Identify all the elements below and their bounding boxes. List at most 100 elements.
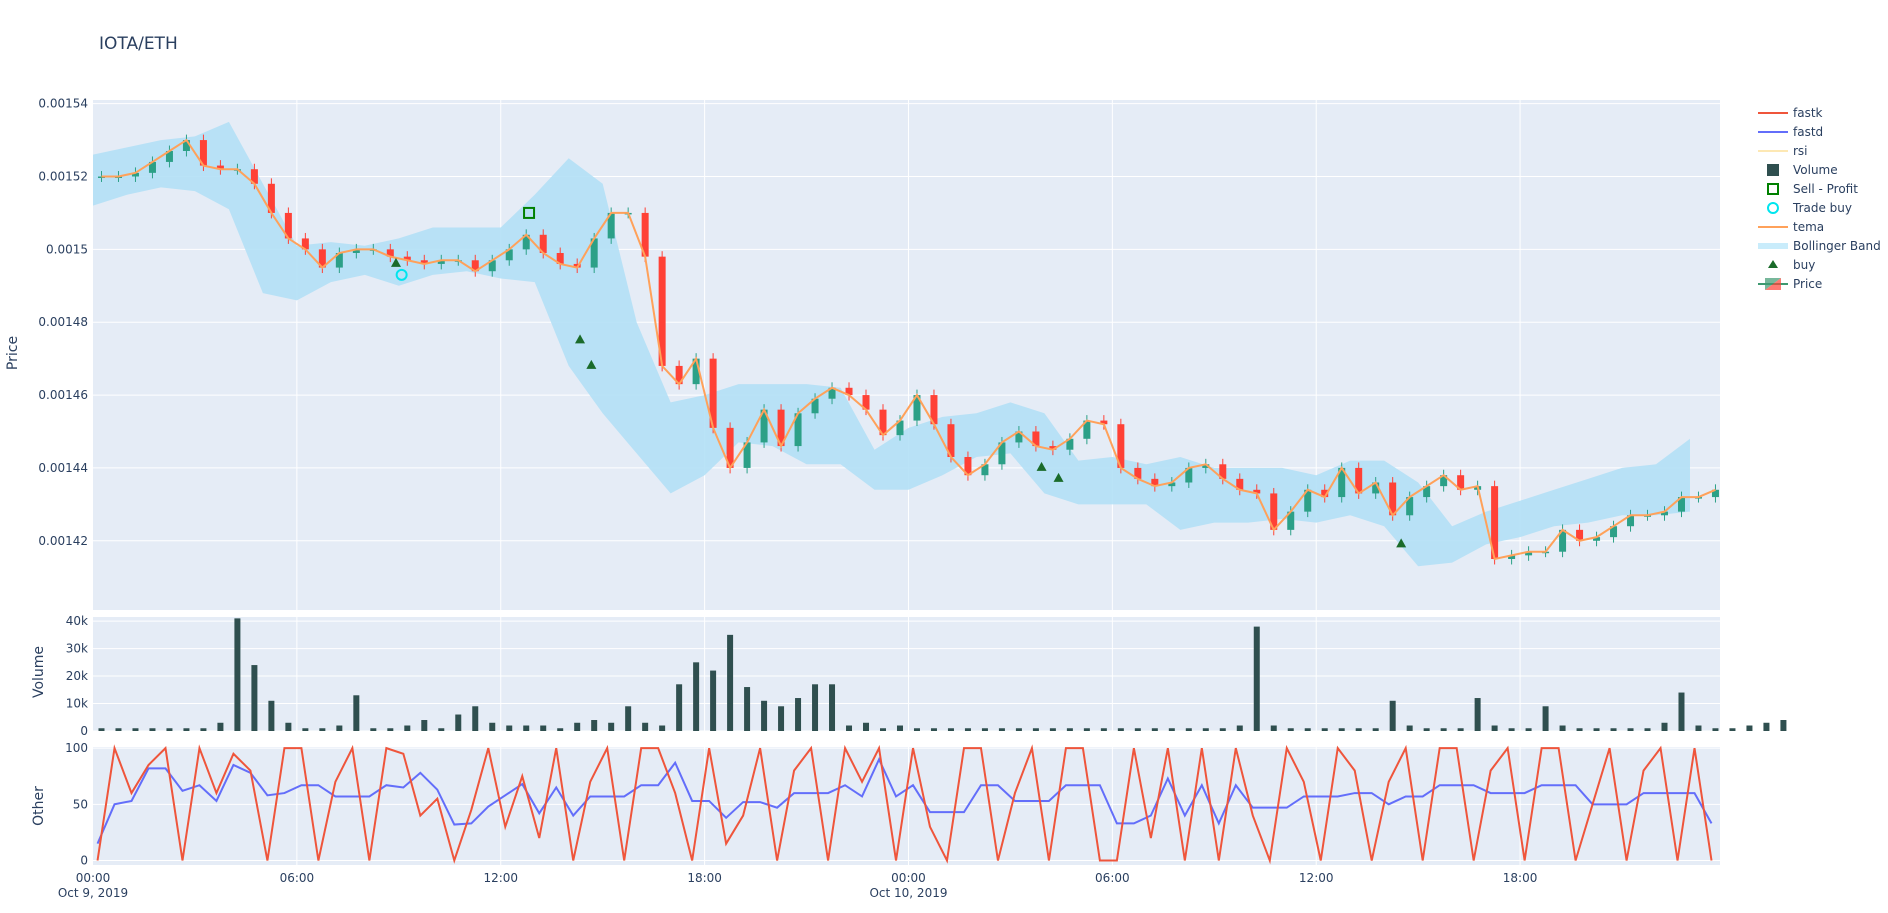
legend-item-price[interactable]: Price [1758, 277, 1822, 291]
y-tick-label: 0.00154 [38, 97, 88, 111]
legend-item-buy[interactable]: buy [1768, 258, 1815, 272]
candle-body [318, 249, 326, 268]
volume-bar [981, 728, 988, 731]
candle-body [182, 140, 190, 151]
legend-item-trade-buy[interactable]: Trade buy [1767, 201, 1852, 215]
volume-bar [472, 706, 479, 731]
volume-bar [896, 725, 903, 731]
volume-bar [930, 728, 937, 731]
sell-profit-marker [523, 206, 536, 219]
volume-panel[interactable]: 0 10k 20k 30k 40k [66, 614, 1787, 738]
volume-bar [506, 725, 513, 731]
candle-body [1525, 551, 1533, 556]
other-panel[interactable]: 0 50 100 [65, 741, 1720, 868]
candle-body [1185, 467, 1193, 483]
candle-body [1406, 497, 1414, 516]
legend-item-tema[interactable]: tema [1758, 220, 1824, 234]
candle-body [1457, 475, 1465, 490]
volume-bar [1576, 728, 1583, 731]
candle-body [1491, 486, 1499, 559]
candle-legend-dec [1765, 278, 1781, 290]
volume-bar [1032, 728, 1039, 731]
legend-item-bollinger-band[interactable]: Bollinger Band [1758, 239, 1881, 253]
volume-bar [1134, 728, 1141, 731]
buy-marker [390, 257, 401, 267]
volume-bar [1168, 728, 1175, 731]
volume-bar [1491, 725, 1498, 731]
legend-item-volume[interactable]: Volume [1767, 163, 1838, 177]
band-legend-icon [1758, 243, 1788, 249]
candle-body [267, 183, 275, 213]
candle-body [998, 442, 1006, 465]
candle-body [386, 249, 394, 257]
square-legend-icon [1767, 164, 1779, 176]
y-tick-label: 20k [66, 669, 88, 683]
legend-item-fastk[interactable]: fastk [1758, 106, 1823, 120]
candle-body [437, 260, 445, 264]
candle-body [981, 464, 989, 476]
fastk-line [96, 744, 1713, 865]
volume-bar [149, 728, 156, 731]
candle-body [284, 212, 292, 239]
volume-bar [642, 722, 649, 731]
candle-body [641, 212, 649, 257]
x-tick-label: 06:00 [280, 871, 315, 885]
x-tick-date: Oct 10, 2019 [869, 886, 947, 900]
volume-bar [132, 728, 139, 731]
volume-bar [1780, 720, 1787, 731]
candle-body [1440, 475, 1448, 487]
legend-item-sell-profit[interactable]: Sell - Profit [1767, 182, 1858, 196]
volume-bar [1695, 725, 1702, 731]
y-tick-label: 0 [80, 854, 88, 868]
volume-bar [1729, 728, 1736, 731]
candle-body [760, 409, 768, 443]
legend: fastk fastd rsi Volume Sell - Profit Trade bu… [1758, 106, 1881, 291]
volume-bar [557, 728, 564, 731]
volume-bar [251, 665, 258, 731]
y-tick-label: 0.00142 [38, 534, 88, 548]
volume-bar [421, 720, 428, 731]
volume-bar [1627, 728, 1634, 731]
circle-open-legend-icon [1767, 202, 1779, 214]
candle-body [913, 395, 921, 421]
volume-bar [1202, 728, 1209, 731]
candle-body [1355, 467, 1363, 494]
candle-body [811, 398, 819, 414]
candle-body [403, 256, 411, 261]
volume-bar [710, 670, 717, 731]
tema-line [101, 138, 1716, 561]
volume-bar [1508, 728, 1515, 731]
volume-bar [574, 722, 581, 731]
price-panel[interactable]: 0.00142 0.00144 0.00146 0.00148 0.0015 0.0015… [38, 97, 1720, 610]
legend-label: tema [1793, 220, 1824, 234]
volume-bar [1746, 725, 1753, 731]
volume-bar [608, 722, 615, 731]
legend-item-fastd[interactable]: fastd [1758, 125, 1823, 139]
volume-bar [1678, 692, 1685, 731]
legend-label: fastk [1793, 106, 1823, 120]
candle-body [488, 260, 496, 272]
candle-body [165, 151, 173, 162]
x-tick-label: 00:00 [891, 871, 926, 885]
volume-bar [115, 728, 122, 731]
square-open-legend-icon [1767, 183, 1779, 195]
volume-bar [336, 725, 343, 731]
volume-bar [1457, 728, 1464, 731]
volume-bar [234, 618, 241, 731]
candle-body [1610, 526, 1618, 538]
candle-body [590, 238, 598, 268]
candle-body [1270, 493, 1278, 530]
candle-body [1253, 489, 1261, 494]
volume-bar [1117, 728, 1124, 731]
volume-bar [1321, 728, 1328, 731]
volume-bar [302, 728, 309, 731]
candle-body [845, 387, 853, 396]
candle-body [352, 249, 360, 253]
candle-body [777, 409, 785, 447]
volume-bar [1253, 626, 1260, 731]
volume-bar [591, 720, 598, 731]
volume-bar [863, 722, 870, 731]
candle-body [1389, 482, 1397, 516]
volume-bar [1389, 700, 1396, 731]
legend-item-rsi[interactable]: rsi [1758, 144, 1808, 158]
